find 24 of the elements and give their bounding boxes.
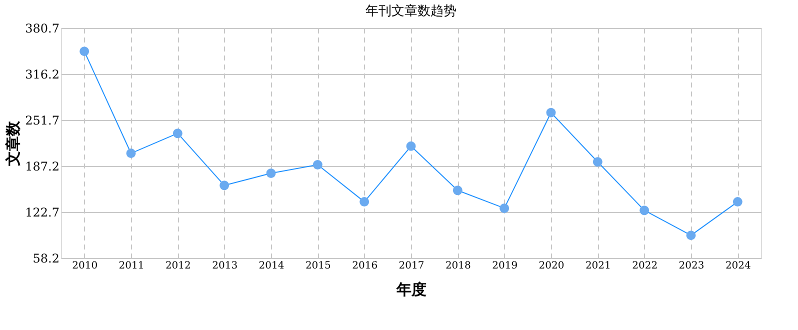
chart-title: 年刊文章数趋势 (366, 4, 456, 19)
x-tick-label: 2018 (445, 260, 471, 272)
y-tick-label: 316.2 (25, 68, 60, 82)
y-axis-title: 文章数 (4, 120, 22, 167)
x-tick-label: 2013 (212, 260, 238, 272)
y-tick-label: 187.2 (25, 160, 60, 174)
x-tick-label: 2022 (632, 260, 658, 272)
y-tick-label: 380.7 (25, 22, 60, 36)
x-tick-label: 2017 (398, 260, 424, 272)
x-tick-label: 2024 (725, 260, 751, 272)
x-tick-label: 2021 (585, 260, 611, 272)
x-tick-label: 2012 (165, 260, 191, 272)
y-tick-label: 122.7 (25, 206, 60, 220)
x-tick-label: 2011 (118, 260, 144, 272)
x-tick-label: 2019 (492, 260, 518, 272)
y-tick-label: 58.2 (32, 252, 60, 266)
x-tick-label: 2020 (538, 260, 564, 272)
x-axis-title: 年度 (396, 280, 426, 298)
y-tick-label: 251.7 (25, 114, 60, 128)
x-tick-label: 2014 (258, 260, 284, 272)
x-tick-label: 2015 (305, 260, 331, 272)
x-tick-label: 2010 (72, 260, 98, 272)
x-tick-label: 2023 (678, 260, 704, 272)
x-tick-label: 2016 (352, 260, 378, 272)
